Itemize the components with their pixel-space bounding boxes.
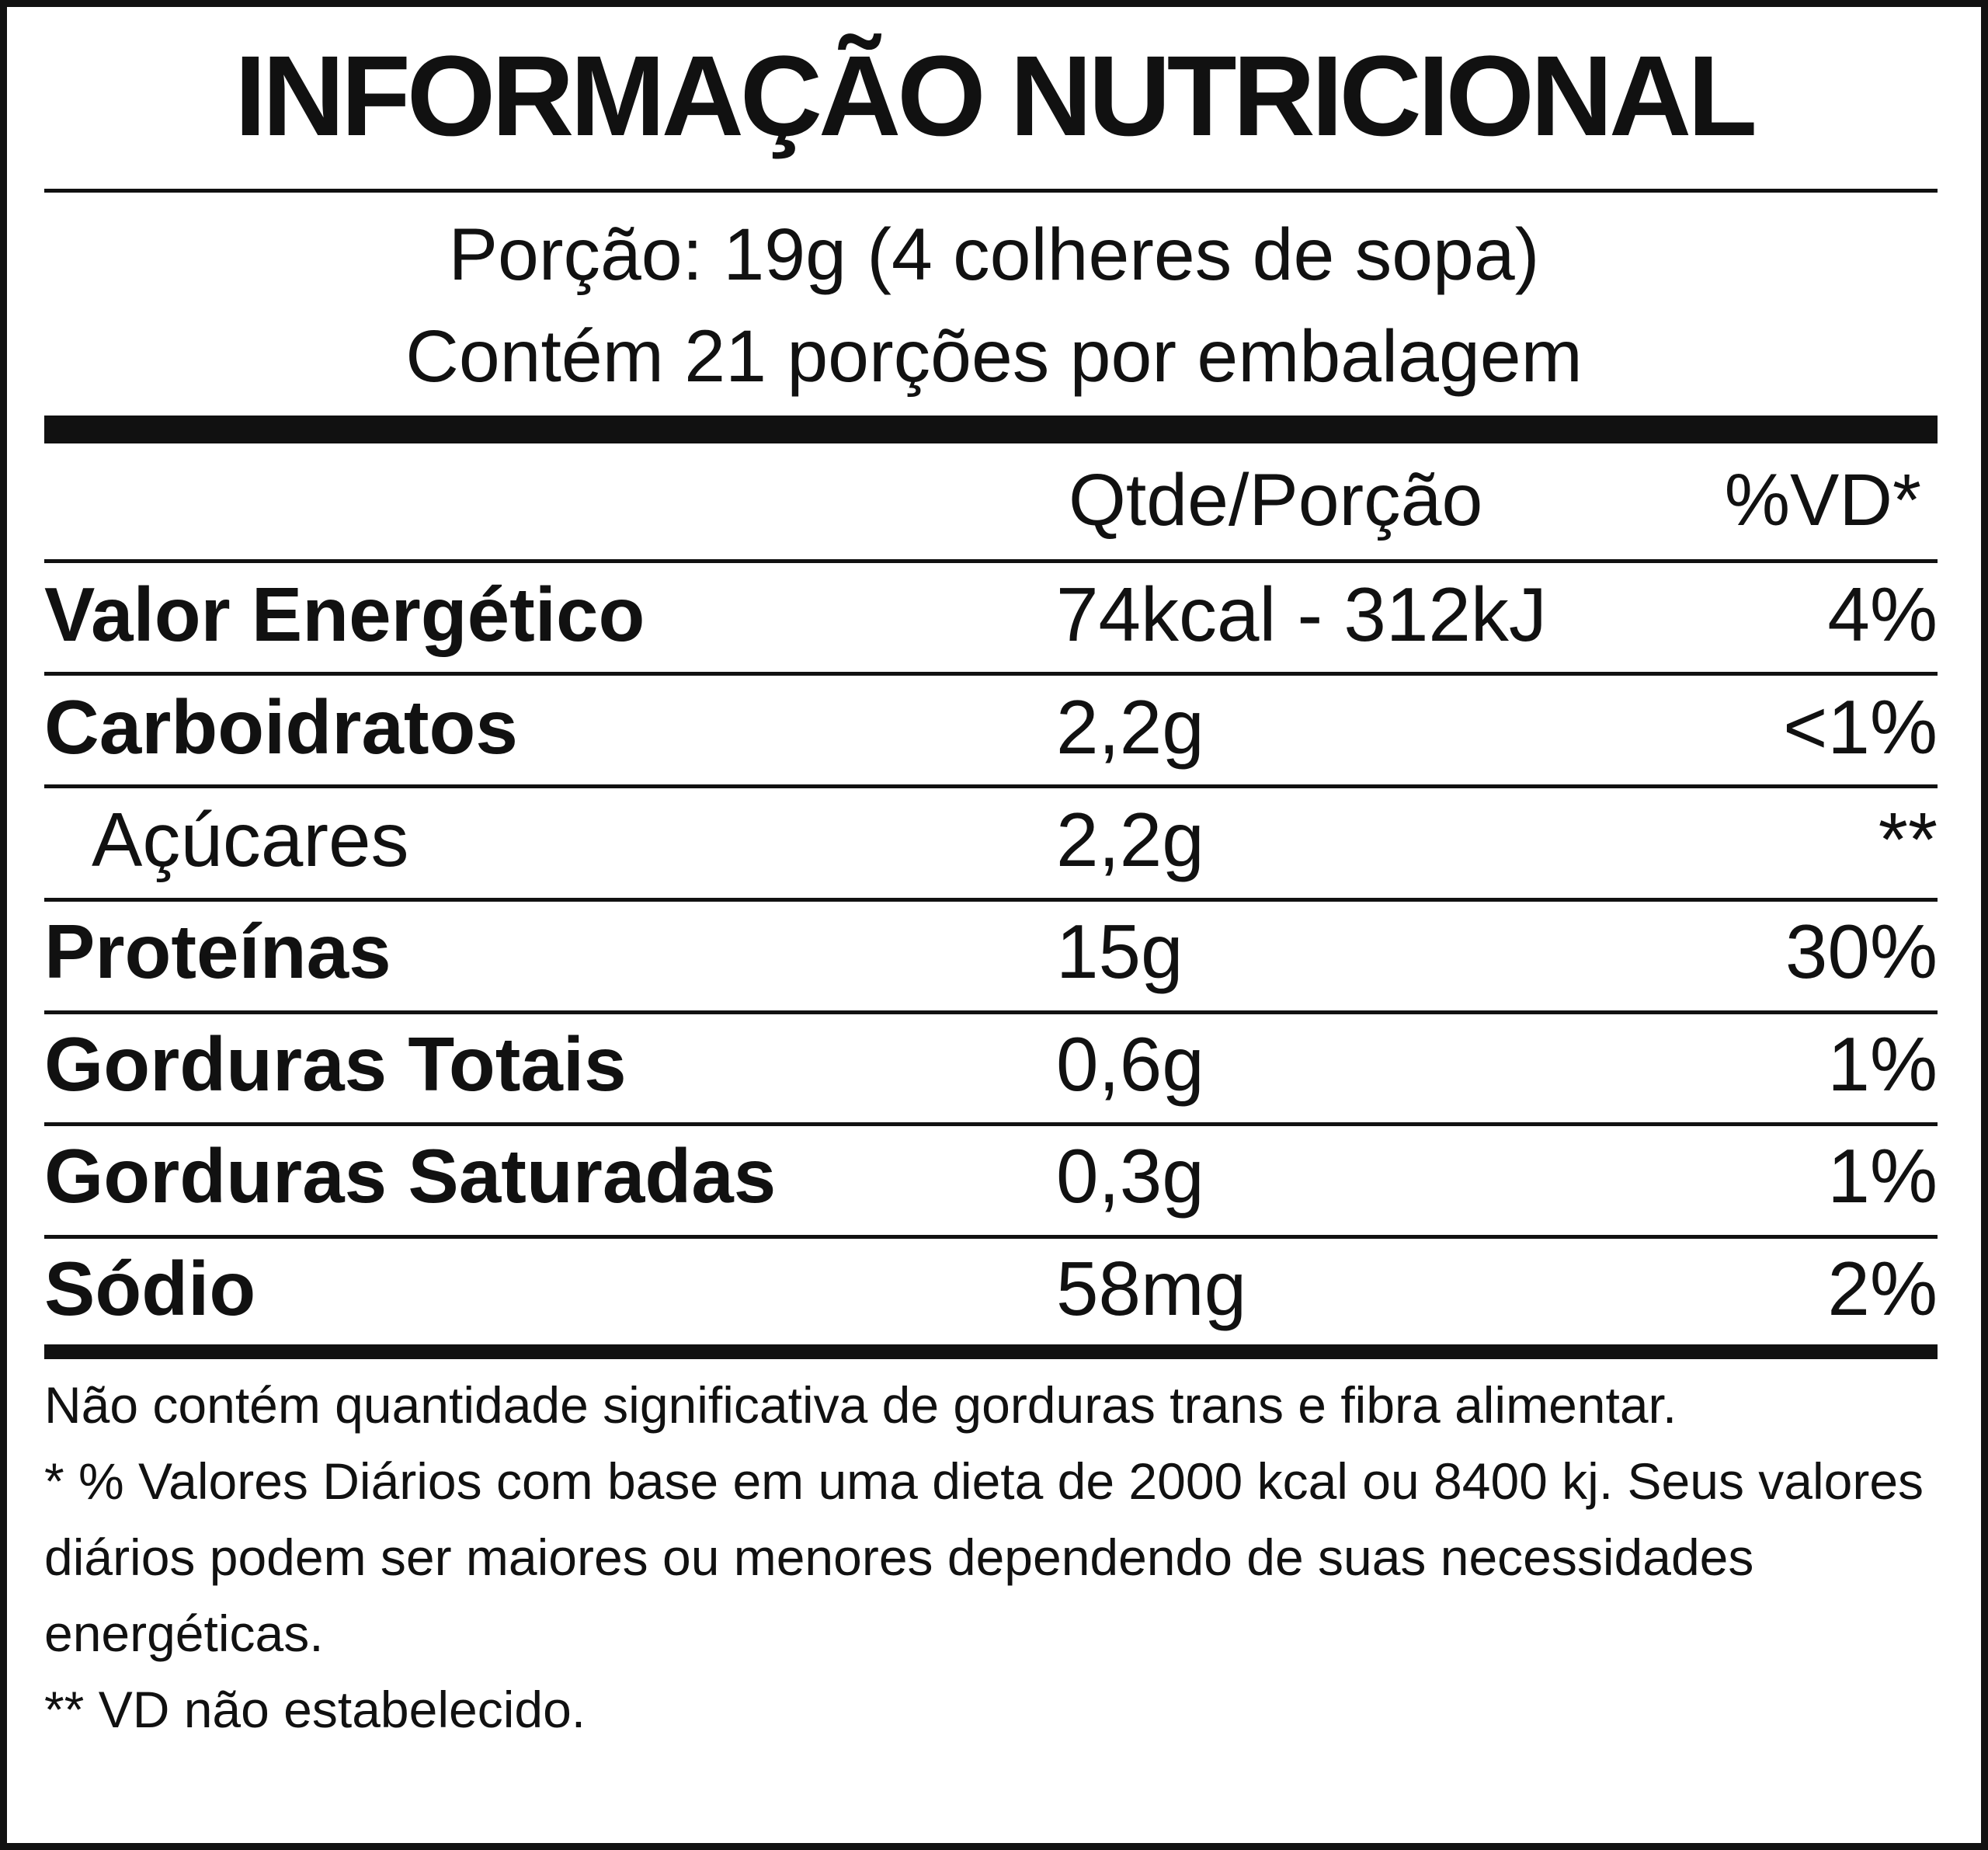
nutrient-amount: 58mg	[1056, 1246, 1247, 1331]
row-divider	[44, 1122, 1938, 1126]
column-header: %VD*	[1724, 459, 1921, 541]
nutrient-amount: 74kcal - 312kJ	[1056, 572, 1547, 657]
nutrient-name: Sódio	[44, 1246, 256, 1331]
row-divider	[44, 672, 1938, 676]
nutrient-name: Valor Energético	[44, 572, 645, 657]
nutrient-name: Gorduras Totais	[44, 1021, 627, 1107]
daily-value: 30%	[1785, 909, 1938, 994]
footnote: ** VD não estabelecido.	[44, 1681, 586, 1738]
column-header: Qtde/Porção	[1069, 459, 1483, 541]
nutrient-amount: 0,6g	[1056, 1021, 1204, 1107]
row-divider	[44, 898, 1938, 902]
daily-value: 4%	[1827, 572, 1938, 657]
row-divider	[44, 1235, 1938, 1239]
daily-value: <1%	[1783, 684, 1938, 770]
nutrient-name: Carboidratos	[44, 684, 518, 770]
footnote: * % Valores Diários com base em uma diet…	[44, 1452, 1924, 1662]
title: INFORMAÇÃO NUTRICIONAL	[235, 33, 1757, 160]
thick-divider	[44, 416, 1938, 443]
nutrient-name: Açúcares	[92, 797, 409, 882]
nutrient-amount: 2,2g	[1056, 684, 1204, 770]
footnote: Não contém quantidade significativa de g…	[44, 1376, 1677, 1434]
row-divider	[44, 784, 1938, 788]
row-divider	[44, 559, 1938, 563]
nutrient-name: Gorduras Saturadas	[44, 1133, 777, 1219]
nutrient-amount: 0,3g	[1056, 1133, 1204, 1219]
servings: Contém 21 porções por embalagem	[405, 315, 1583, 398]
daily-value: **	[1878, 797, 1938, 882]
nutrient-amount: 15g	[1056, 909, 1183, 994]
footnotes: Não contém quantidade significativa de g…	[44, 1367, 1939, 1747]
divider	[44, 189, 1938, 193]
daily-value: 1%	[1827, 1021, 1938, 1107]
portion: Porção: 19g (4 colheres de sopa)	[448, 214, 1540, 296]
row-divider	[44, 1010, 1938, 1014]
daily-value: 1%	[1827, 1133, 1938, 1219]
daily-value: 2%	[1827, 1246, 1938, 1331]
thick-divider	[44, 1344, 1938, 1359]
nutrient-amount: 2,2g	[1056, 797, 1204, 882]
nutrient-name: Proteínas	[44, 909, 391, 994]
